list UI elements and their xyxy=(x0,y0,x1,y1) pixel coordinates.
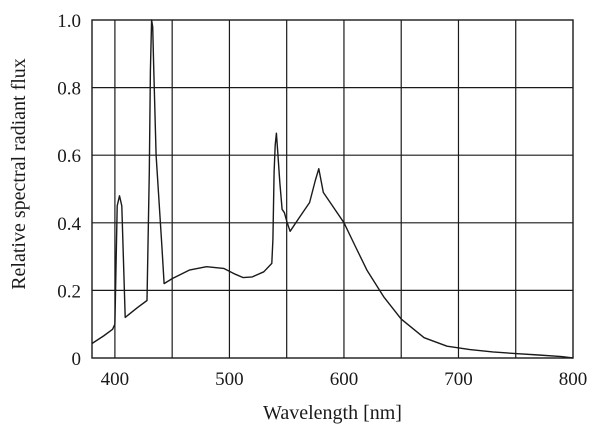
y-axis-title: Relative spectral radiant flux xyxy=(8,58,30,290)
y-tick-label: 0.2 xyxy=(57,281,81,302)
x-tick-labels: 400 500 600 700 800 xyxy=(101,369,588,390)
y-tick-label: 0.8 xyxy=(57,79,81,100)
series-line xyxy=(91,19,574,359)
x-tick-label: 700 xyxy=(444,369,473,390)
y-tick-labels: 0 0.2 0.4 0.6 0.8 1.0 xyxy=(57,11,81,370)
x-tick-label: 400 xyxy=(101,369,130,390)
y-tick-label: 0.4 xyxy=(57,214,81,235)
y-tick-label: 0.6 xyxy=(57,146,81,167)
x-axis-title: Wavelength [nm] xyxy=(263,402,402,424)
series-layer xyxy=(91,19,574,359)
y-tick-label: 1.0 xyxy=(57,11,81,32)
y-tick-label: 0 xyxy=(72,349,82,370)
x-tick-label: 800 xyxy=(559,369,588,390)
x-tick-label: 500 xyxy=(215,369,244,390)
x-tick-label: 600 xyxy=(330,369,359,390)
plot-frame xyxy=(91,19,574,359)
grid xyxy=(92,20,573,358)
